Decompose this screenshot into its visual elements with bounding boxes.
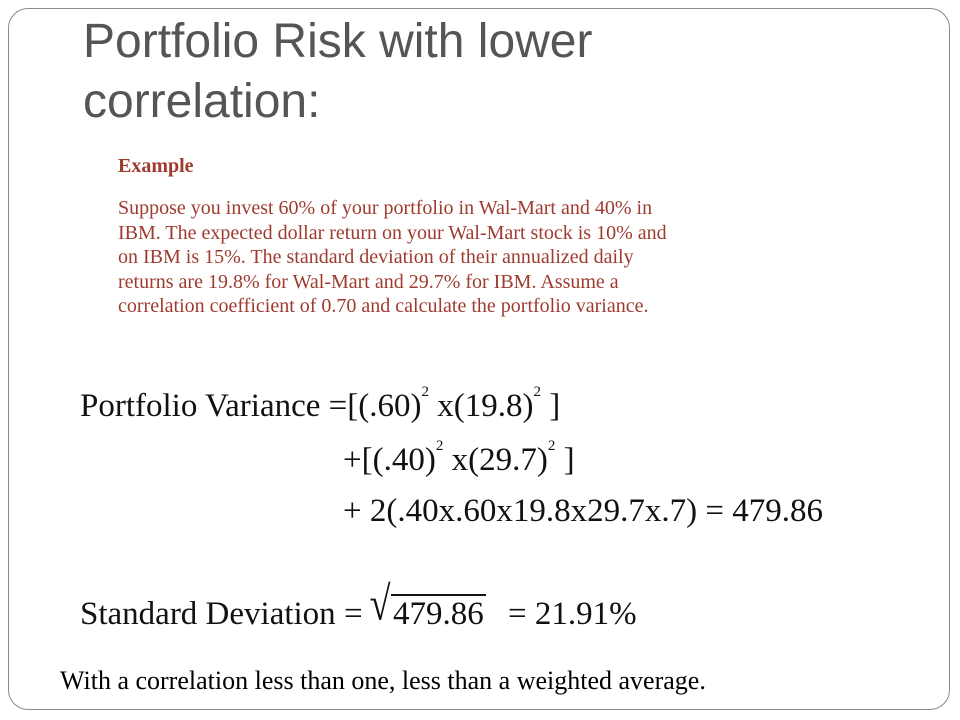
conclusion-text: With a correlation less than one, less t…	[60, 666, 706, 695]
example-line: returns are 19.8% for Wal-Mart and 29.7%…	[118, 270, 619, 293]
weight-ibm: (.40)	[372, 442, 436, 478]
variance-equation-line-2: +[(.40)2 x(29.7)2 ]	[343, 438, 575, 480]
radicand: 479.86	[390, 594, 486, 632]
plus-sign: +	[343, 442, 362, 478]
weight-wal-mart: (.60)	[358, 388, 422, 424]
slide-title: Portfolio Risk with lower correlation:	[83, 12, 783, 132]
example-line: Suppose you invest 60% of your portfolio…	[118, 197, 653, 219]
exponent: 2	[421, 384, 430, 400]
slide-frame	[8, 8, 950, 710]
std-dev-label: Standard Deviation	[80, 596, 336, 632]
percent-sign: %	[609, 596, 637, 632]
close-bracket: ]	[549, 388, 561, 424]
title-line-2: correlation:	[83, 75, 321, 128]
square-root: √479.86	[369, 579, 486, 634]
open-bracket: [	[361, 442, 373, 478]
title-line-1: Portfolio Risk with lower	[83, 15, 593, 68]
equals-sign: =	[507, 596, 527, 632]
std-dev-equation: Standard Deviation = √479.86 = 21.91%	[80, 579, 637, 634]
open-bracket: [	[347, 388, 359, 424]
exponent: 2	[547, 438, 556, 454]
example-line: IBM. The expected dollar return on your …	[118, 221, 667, 244]
variance-label: Portfolio Variance	[80, 388, 321, 424]
exponent: 2	[533, 384, 542, 400]
example-heading: Example	[118, 155, 194, 177]
equals-sign: =	[343, 596, 363, 632]
variance-equation-line-1: Portfolio Variance =[(.60)2 x(19.8)2 ]	[80, 384, 561, 426]
std-dev-result: 21.91	[534, 596, 610, 632]
example-block: Example Suppose you invest 60% of your p…	[118, 152, 858, 319]
plus-sign: +	[343, 493, 362, 529]
sd-wal-mart: x(19.8)	[437, 388, 534, 424]
close-bracket: ]	[563, 442, 575, 478]
sd-ibm: x(29.7)	[451, 442, 548, 478]
equals-sign: =	[328, 388, 348, 424]
sqrt-icon: √	[369, 578, 391, 632]
exponent: 2	[435, 438, 444, 454]
example-line: correlation coefficient of 0.70 and calc…	[118, 295, 649, 317]
example-line: on IBM is 15%. The standard deviation of…	[118, 246, 634, 268]
covariance-term: 2(.40x.60x19.8x29.7x.7)	[369, 493, 698, 529]
equals-sign: =	[705, 493, 724, 529]
variance-equation-line-3: + 2(.40x.60x19.8x29.7x.7) = 479.86	[343, 491, 823, 531]
variance-result: 479.86	[732, 493, 823, 529]
